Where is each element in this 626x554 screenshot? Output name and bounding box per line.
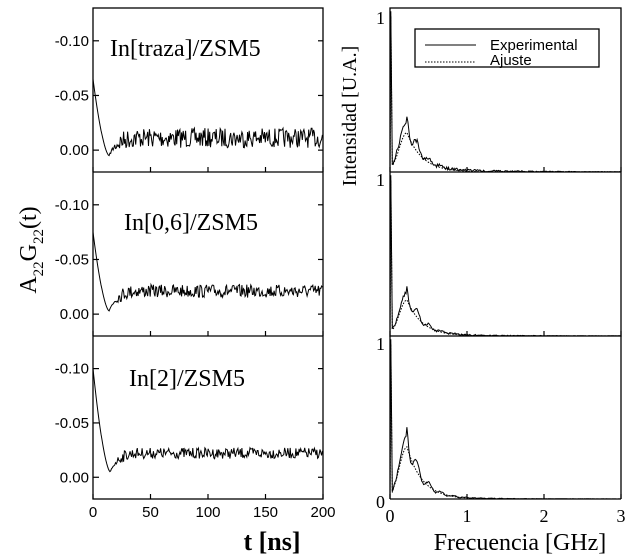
right-plot: Experimental Ajuste 1 1 1 0 0 1 2 3 Intensi… bbox=[339, 7, 626, 554]
legend-label-ajuste: Ajuste bbox=[490, 52, 532, 69]
left-panel-label-1: In[traza]/ZSM5 bbox=[110, 36, 261, 62]
left-trace-1 bbox=[92, 79, 323, 157]
left-y-tick-label: -0.05 bbox=[55, 415, 89, 432]
left-y-tick-label: -0.10 bbox=[55, 33, 89, 50]
left-y-axis-label: A22G22(t) bbox=[16, 206, 47, 293]
left-y-tick-label: -0.10 bbox=[55, 361, 89, 378]
right-y-tick-3: 1 bbox=[376, 334, 385, 354]
legend-label-experimental: Experimental bbox=[490, 37, 578, 54]
left-trace-3 bbox=[92, 368, 323, 473]
ylabel-a: A bbox=[16, 276, 42, 294]
right-experimental-trace-1 bbox=[389, 11, 621, 173]
left-plot: In[traza]/ZSM5 In[0,6]/ZSM5 In[2]/ZSM5 -… bbox=[16, 7, 336, 554]
left-y-tick-label: 0.00 bbox=[60, 469, 89, 486]
right-x-tick-label: 1 bbox=[463, 506, 472, 526]
left-panel-label-3: In[2]/ZSM5 bbox=[129, 366, 245, 392]
left-y-tick-label: 0.00 bbox=[60, 142, 89, 159]
left-x-tick-label: 0 bbox=[89, 504, 97, 521]
right-x-tick-label: 2 bbox=[540, 506, 549, 526]
ylabel-sub1: 22 bbox=[31, 261, 47, 276]
left-panel-label-2: In[0,6]/ZSM5 bbox=[124, 210, 258, 236]
left-x-tick-label: 50 bbox=[142, 504, 159, 521]
left-y-tick-label: -0.05 bbox=[55, 87, 89, 104]
right-experimental-trace-2 bbox=[389, 175, 621, 337]
left-y-tick-label: 0.00 bbox=[60, 306, 89, 323]
left-x-tick-label: 200 bbox=[310, 504, 335, 521]
right-y-tick-2: 1 bbox=[376, 170, 385, 190]
left-trace-2 bbox=[92, 232, 323, 312]
ylabel-sub2: 22 bbox=[31, 229, 47, 244]
right-y-tick-1: 1 bbox=[376, 8, 385, 28]
ylabel-g: G bbox=[16, 244, 42, 261]
right-fit-trace-3 bbox=[389, 344, 620, 500]
right-y-tick-4: 0 bbox=[376, 492, 385, 512]
left-x-axis-label: t [ns] bbox=[243, 527, 300, 554]
left-y-tick-label: -0.10 bbox=[55, 197, 89, 214]
left-frame bbox=[92, 7, 324, 500]
right-fit-trace-2 bbox=[389, 180, 620, 337]
right-x-tick-label: 3 bbox=[617, 506, 626, 526]
left-y-tick-label: -0.05 bbox=[55, 251, 89, 268]
right-y-axis-label: Intensidad [U.A.] bbox=[339, 46, 361, 187]
right-traces bbox=[389, 11, 621, 500]
ylabel-tail: (t) bbox=[16, 206, 42, 229]
left-x-tick-label: 150 bbox=[253, 504, 278, 521]
left-x-tick-label: 100 bbox=[195, 504, 220, 521]
right-x-ticks: 0 1 2 3 bbox=[386, 167, 626, 526]
right-x-axis-label: Frecuencia [GHz] bbox=[434, 530, 607, 554]
legend-box bbox=[414, 28, 600, 68]
right-experimental-trace-3 bbox=[389, 339, 621, 500]
left-y-ticks: -0.10 -0.05 0.00 -0.10 -0.05 0.00 -0.10 -0.05 0.… bbox=[55, 33, 323, 486]
legend: Experimental Ajuste bbox=[414, 28, 600, 69]
left-traces bbox=[92, 79, 323, 473]
left-x-ticks: 0 50 100 150 200 bbox=[89, 167, 336, 521]
right-x-tick-label: 0 bbox=[386, 506, 395, 526]
